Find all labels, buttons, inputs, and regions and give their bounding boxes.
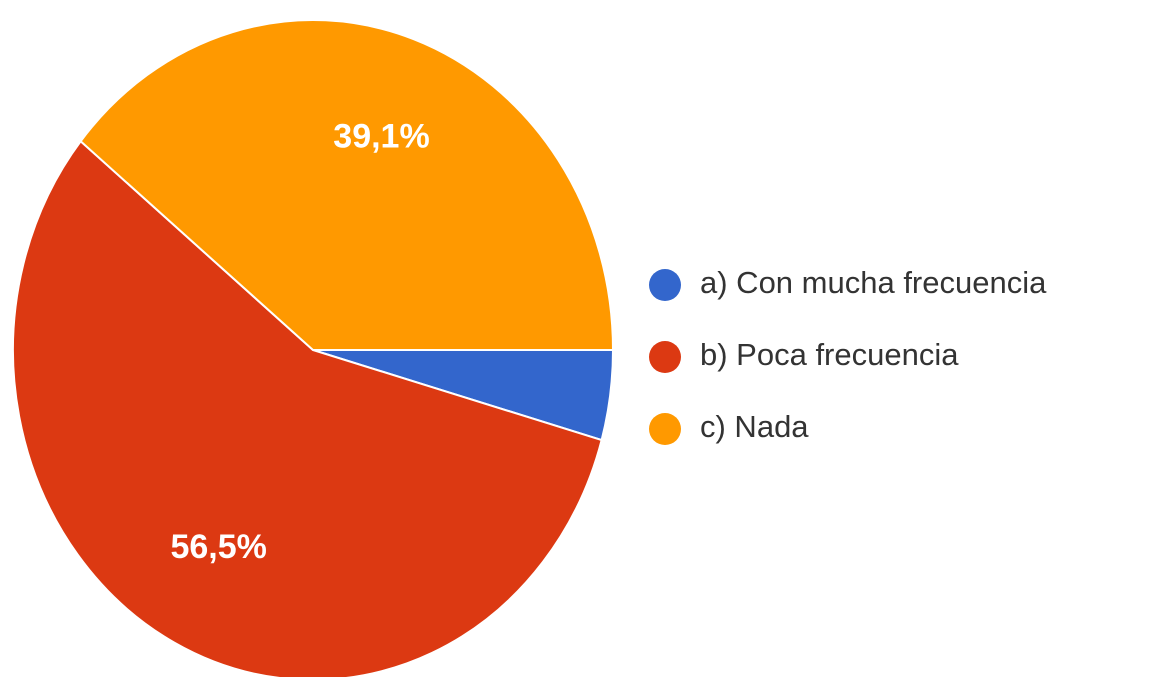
legend-marker bbox=[649, 269, 681, 301]
legend-label: b) Poca frecuencia bbox=[700, 337, 959, 372]
legend-marker bbox=[649, 413, 681, 445]
legend-label: a) Con mucha frecuencia bbox=[700, 265, 1047, 300]
slice-label: 56,5% bbox=[170, 528, 266, 566]
pie-slice bbox=[79, 19, 615, 351]
legend-label: c) Nada bbox=[700, 409, 809, 444]
slice-label: 39,1% bbox=[333, 118, 429, 156]
pie-slice bbox=[12, 139, 603, 677]
legend-marker bbox=[649, 341, 681, 373]
